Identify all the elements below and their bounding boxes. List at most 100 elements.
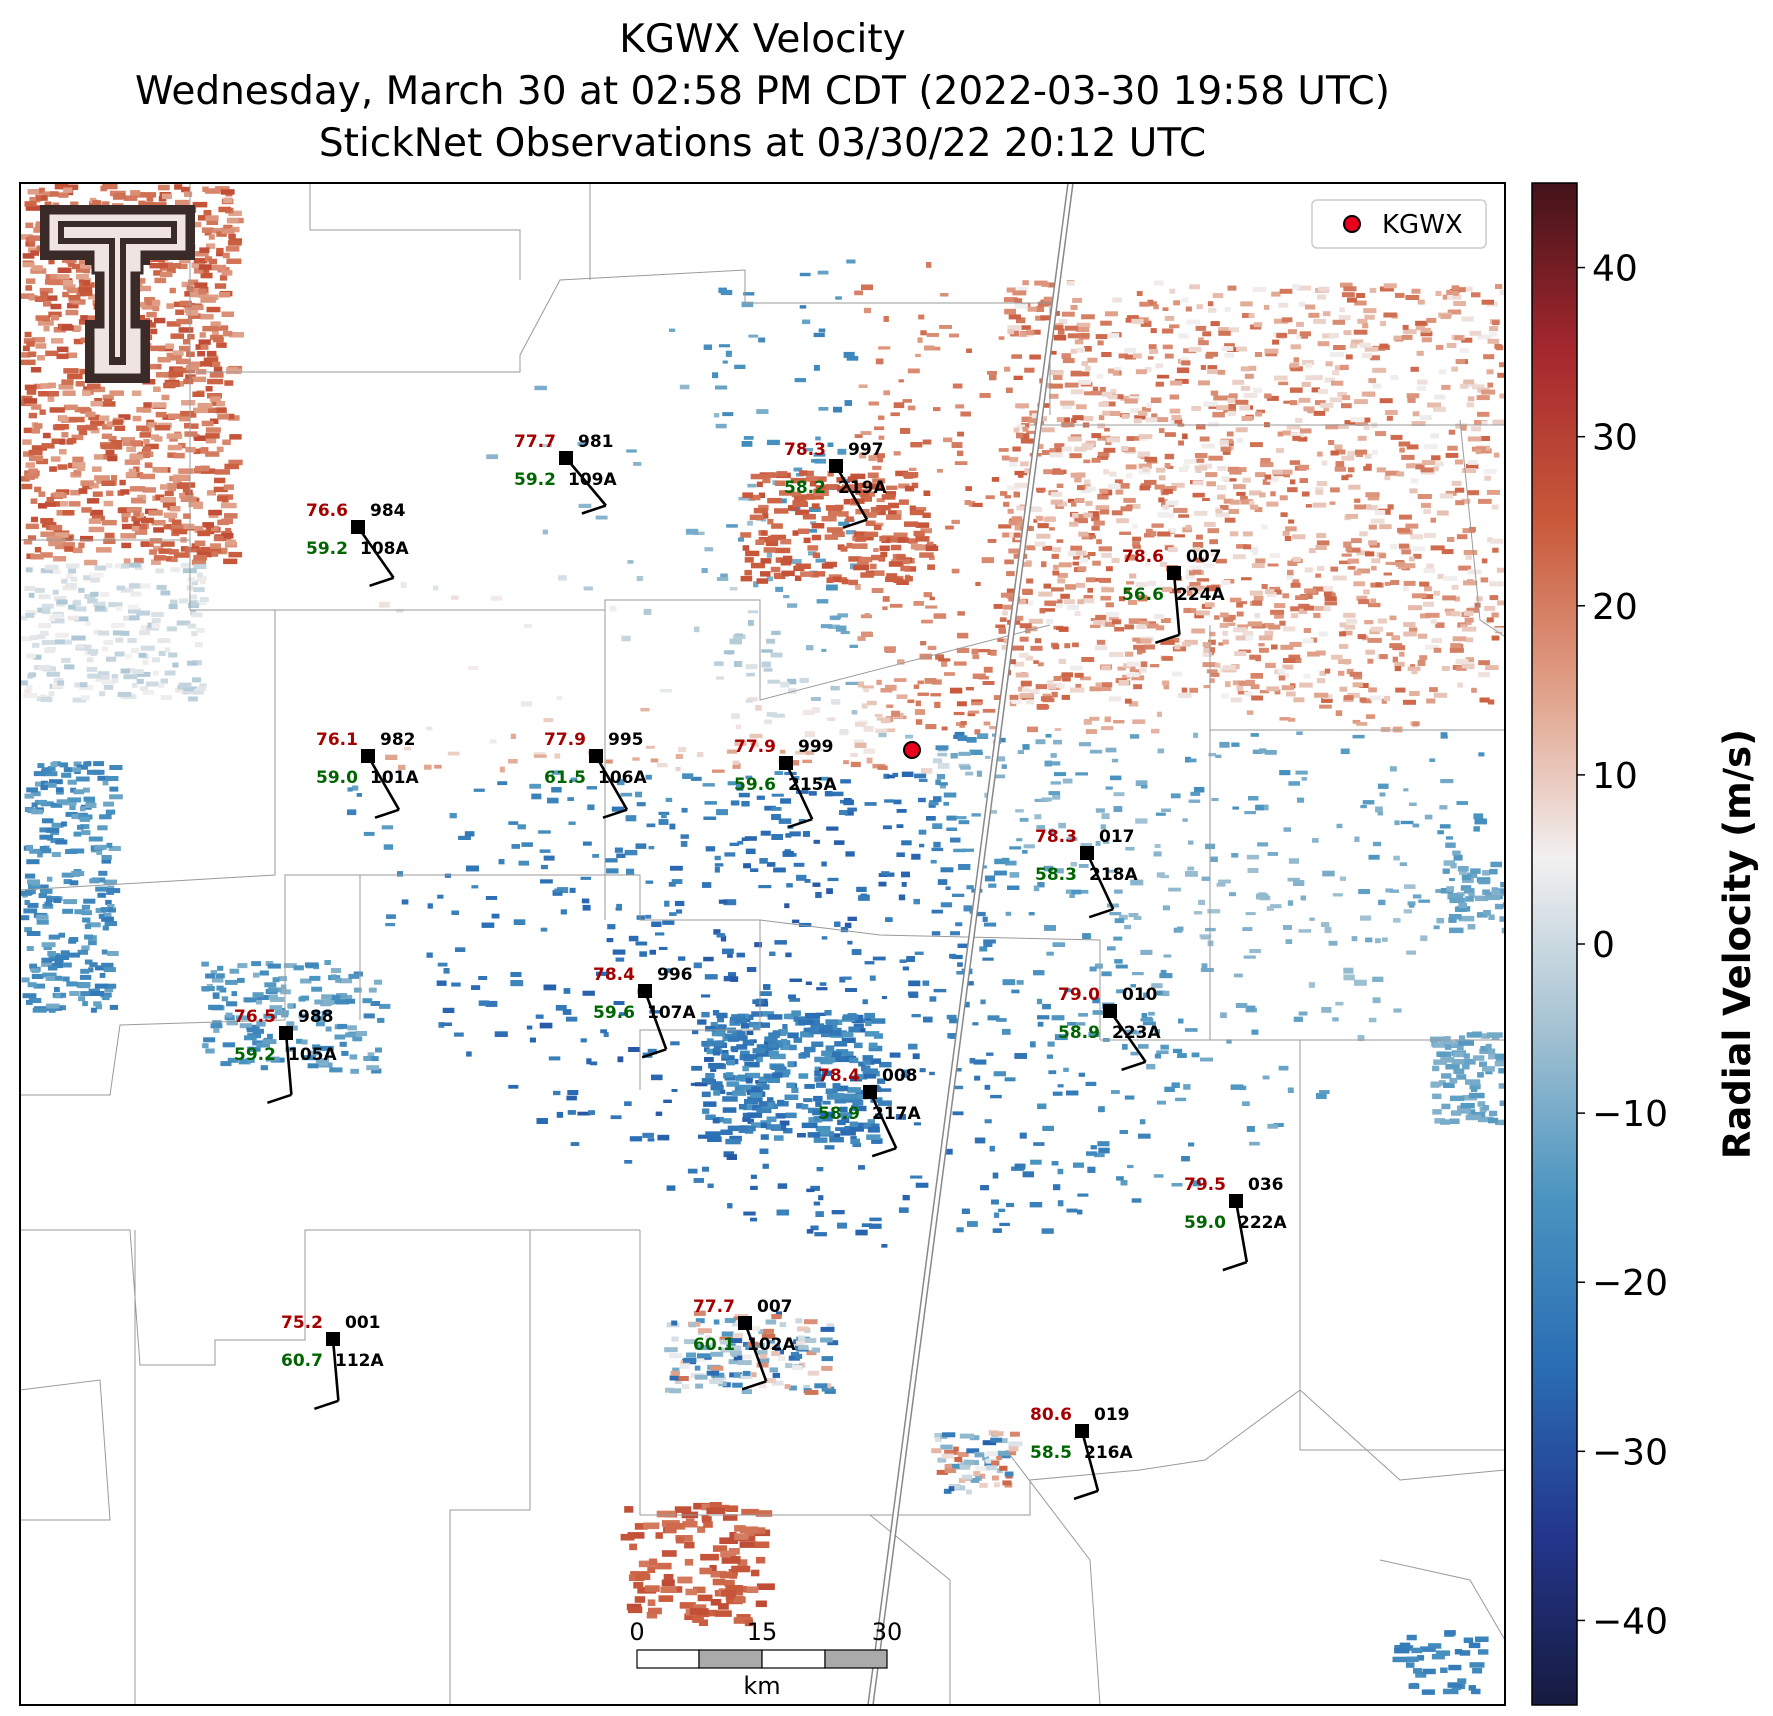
radar-echo	[175, 199, 190, 206]
radar-echo	[1258, 647, 1269, 653]
radar-echo	[131, 516, 146, 522]
radar-echo	[157, 357, 171, 363]
radar-echo	[153, 386, 161, 392]
radar-echo	[311, 986, 323, 992]
radar-echo	[1377, 811, 1383, 816]
radar-echo	[556, 695, 563, 701]
radar-echo	[837, 613, 849, 618]
radar-echo	[121, 516, 129, 523]
radar-echo	[497, 781, 508, 786]
radar-echo	[1279, 620, 1286, 626]
radar-echo	[142, 689, 154, 695]
radar-echo	[1218, 327, 1229, 333]
radar-echo	[972, 1022, 979, 1026]
radar-echo	[1325, 361, 1333, 367]
radar-echo	[110, 440, 123, 446]
radar-echo	[1124, 1095, 1135, 1100]
radar-echo	[856, 886, 867, 892]
radar-echo	[1357, 435, 1367, 441]
radar-echo	[723, 1151, 735, 1158]
radar-echo	[901, 771, 914, 777]
radar-echo	[940, 902, 953, 908]
radar-echo	[1330, 450, 1339, 456]
radar-echo	[64, 546, 74, 552]
radar-echo	[51, 618, 65, 624]
radar-echo	[114, 563, 121, 569]
radar-echo	[37, 355, 45, 361]
radar-echo	[1085, 729, 1097, 734]
radar-echo	[1109, 652, 1124, 657]
radar-echo	[33, 654, 42, 660]
radar-echo	[205, 386, 213, 392]
radar-echo	[24, 873, 36, 879]
radar-echo	[857, 681, 865, 688]
radar-echo	[802, 709, 815, 716]
radar-echo	[329, 1067, 343, 1073]
radar-echo	[1042, 693, 1051, 698]
radar-echo	[887, 774, 895, 779]
radar-echo	[956, 647, 970, 653]
radar-echo	[1324, 596, 1337, 602]
radar-echo	[1344, 624, 1356, 630]
radar-echo	[1283, 400, 1296, 404]
radar-echo	[1047, 1041, 1055, 1047]
radar-echo	[107, 951, 119, 956]
radar-echo	[1282, 530, 1290, 536]
radar-echo	[1078, 1072, 1085, 1077]
radar-echo	[1090, 390, 1102, 396]
radar-echo	[1158, 475, 1166, 481]
radar-echo	[858, 384, 868, 388]
radar-echo	[97, 892, 106, 898]
radar-echo	[1116, 1176, 1124, 1181]
radar-echo	[663, 1099, 672, 1103]
radar-echo	[1399, 651, 1405, 657]
radar-echo	[95, 1004, 103, 1010]
radar-echo	[1440, 779, 1454, 784]
radar-echo	[1097, 456, 1109, 460]
radar-echo	[845, 530, 857, 535]
radar-echo	[321, 1011, 331, 1017]
radar-echo	[624, 849, 638, 856]
radar-echo	[296, 1038, 303, 1044]
radar-echo	[386, 914, 396, 919]
radar-echo	[1255, 411, 1263, 417]
radar-echo	[876, 679, 882, 685]
radar-echo	[1487, 338, 1499, 344]
radar-echo	[1115, 489, 1124, 495]
radar-echo	[161, 262, 173, 268]
radar-echo	[915, 700, 921, 707]
radar-echo	[25, 222, 34, 229]
radar-echo	[1477, 411, 1490, 417]
radar-echo	[1425, 644, 1439, 650]
radar-echo	[815, 436, 821, 441]
radar-echo	[645, 914, 652, 919]
radar-echo	[136, 512, 145, 519]
radar-echo	[1220, 612, 1229, 618]
radar-echo	[929, 996, 937, 1002]
radar-echo	[103, 538, 116, 544]
radar-echo	[466, 865, 479, 872]
radar-echo	[1133, 916, 1142, 920]
radar-echo	[1069, 894, 1075, 898]
radar-echo	[1141, 1016, 1153, 1021]
radar-echo	[1399, 514, 1412, 520]
radar-echo	[100, 907, 112, 913]
radar-echo	[1096, 539, 1102, 545]
radar-echo	[1016, 317, 1026, 324]
radar-echo	[1221, 476, 1230, 482]
radar-echo	[1383, 312, 1398, 318]
radar-echo	[1354, 300, 1367, 306]
radar-echo	[953, 711, 965, 716]
radar-echo	[1104, 716, 1111, 723]
radar-echo	[984, 1084, 991, 1090]
radar-echo	[61, 578, 68, 584]
radar-echo	[1322, 870, 1335, 877]
radar-echo	[885, 917, 893, 922]
radar-echo	[183, 378, 194, 385]
radar-echo	[1151, 413, 1158, 419]
radar-echo	[783, 1128, 793, 1134]
radar-echo	[543, 855, 555, 861]
radar-echo	[723, 975, 736, 982]
radar-echo	[1215, 754, 1222, 758]
